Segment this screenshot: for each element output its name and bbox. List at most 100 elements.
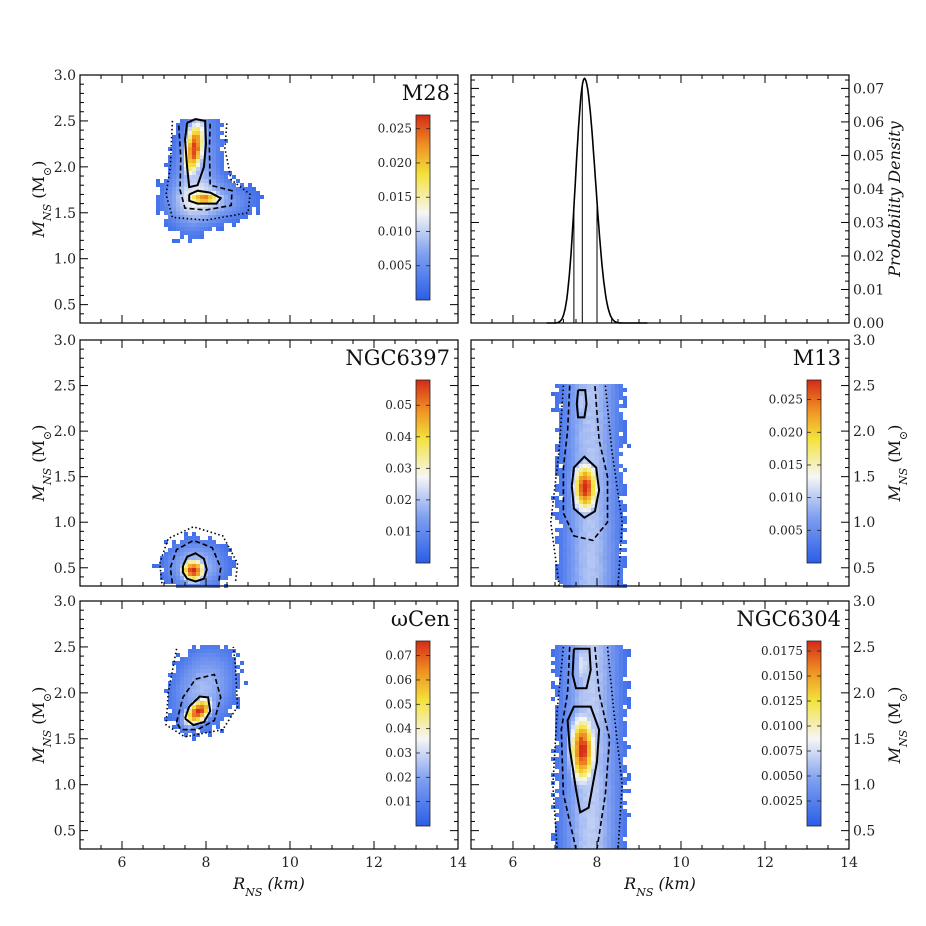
density-cell bbox=[619, 444, 623, 448]
density-cell bbox=[623, 653, 627, 657]
density-cell bbox=[188, 187, 192, 191]
density-cell bbox=[224, 211, 228, 215]
density-cell bbox=[200, 717, 204, 721]
density-cell bbox=[623, 841, 627, 845]
density-cell bbox=[571, 396, 575, 400]
density-cell bbox=[595, 725, 599, 729]
density-cell bbox=[188, 211, 192, 215]
density-cell bbox=[615, 456, 619, 460]
density-cell bbox=[224, 653, 228, 657]
density-cell bbox=[172, 155, 176, 159]
density-cell bbox=[256, 191, 260, 195]
density-cell bbox=[228, 697, 232, 701]
density-cell bbox=[579, 404, 583, 408]
density-cell bbox=[220, 693, 224, 697]
colorbar-tick-label: 0.025 bbox=[769, 393, 803, 407]
density-cell bbox=[563, 721, 567, 725]
density-cell bbox=[591, 392, 595, 396]
density-cell bbox=[611, 576, 615, 580]
density-cell bbox=[583, 833, 587, 837]
density-cell bbox=[184, 227, 188, 231]
density-cell bbox=[615, 544, 619, 548]
density-cell bbox=[176, 548, 180, 552]
density-cell bbox=[192, 139, 196, 143]
density-cell bbox=[160, 556, 164, 560]
density-cell bbox=[192, 645, 196, 649]
density-cell bbox=[611, 653, 615, 657]
density-cell bbox=[583, 837, 587, 841]
density-cell bbox=[623, 813, 627, 817]
density-cell bbox=[567, 769, 571, 773]
density-cell bbox=[611, 568, 615, 572]
density-cell bbox=[619, 673, 623, 677]
density-cell bbox=[623, 556, 627, 560]
density-cell bbox=[204, 673, 208, 677]
density-cell bbox=[571, 741, 575, 745]
density-cell bbox=[212, 135, 216, 139]
density-cell bbox=[603, 416, 607, 420]
density-cell bbox=[212, 580, 216, 584]
density-cell bbox=[615, 408, 619, 412]
density-cell bbox=[567, 436, 571, 440]
density-cell bbox=[623, 769, 627, 773]
density-cell bbox=[555, 733, 559, 737]
density-cell bbox=[595, 540, 599, 544]
density-cell bbox=[216, 697, 220, 701]
density-cell bbox=[555, 665, 559, 669]
density-cell bbox=[192, 661, 196, 665]
density-cell bbox=[176, 211, 180, 215]
density-cell bbox=[583, 556, 587, 560]
density-cell bbox=[200, 576, 204, 580]
density-cell bbox=[176, 151, 180, 155]
density-cell bbox=[180, 661, 184, 665]
density-cell bbox=[595, 568, 599, 572]
density-cell bbox=[603, 653, 607, 657]
density-cell bbox=[615, 572, 619, 576]
density-cell bbox=[595, 701, 599, 705]
density-cell bbox=[591, 428, 595, 432]
density-cell bbox=[563, 669, 567, 673]
density-cell bbox=[587, 813, 591, 817]
density-cell bbox=[603, 761, 607, 765]
density-cell bbox=[591, 669, 595, 673]
density-cell bbox=[571, 681, 575, 685]
density-cell bbox=[579, 845, 583, 849]
density-cell bbox=[583, 444, 587, 448]
density-cell bbox=[567, 516, 571, 520]
density-cell bbox=[571, 400, 575, 404]
density-cell bbox=[192, 665, 196, 669]
density-cell bbox=[176, 572, 180, 576]
density-cell bbox=[587, 548, 591, 552]
density-cell bbox=[611, 733, 615, 737]
density-cell bbox=[615, 829, 619, 833]
density-cell bbox=[575, 685, 579, 689]
density-cell bbox=[627, 705, 631, 709]
density-cell bbox=[571, 693, 575, 697]
density-cell bbox=[607, 564, 611, 568]
density-cell bbox=[607, 456, 611, 460]
density-cell bbox=[579, 440, 583, 444]
density-cell bbox=[559, 456, 563, 460]
density-cell bbox=[204, 179, 208, 183]
density-cell bbox=[176, 131, 180, 135]
density-cell bbox=[236, 207, 240, 211]
density-cell bbox=[224, 673, 228, 677]
density-cell bbox=[587, 508, 591, 512]
density-cell bbox=[611, 492, 615, 496]
density-cell bbox=[611, 725, 615, 729]
density-cell bbox=[212, 544, 216, 548]
density-cell bbox=[563, 572, 567, 576]
density-cell bbox=[563, 488, 567, 492]
density-cell bbox=[563, 432, 567, 436]
density-cell bbox=[587, 809, 591, 813]
density-cell bbox=[619, 476, 623, 480]
density-cell bbox=[184, 677, 188, 681]
ylabel-sun: ⊙ bbox=[41, 431, 54, 440]
density-cell bbox=[192, 219, 196, 223]
density-cell bbox=[607, 825, 611, 829]
density-cell bbox=[204, 685, 208, 689]
density-cell bbox=[196, 705, 200, 709]
density-cell bbox=[579, 765, 583, 769]
density-cell bbox=[579, 508, 583, 512]
density-cell bbox=[595, 516, 599, 520]
